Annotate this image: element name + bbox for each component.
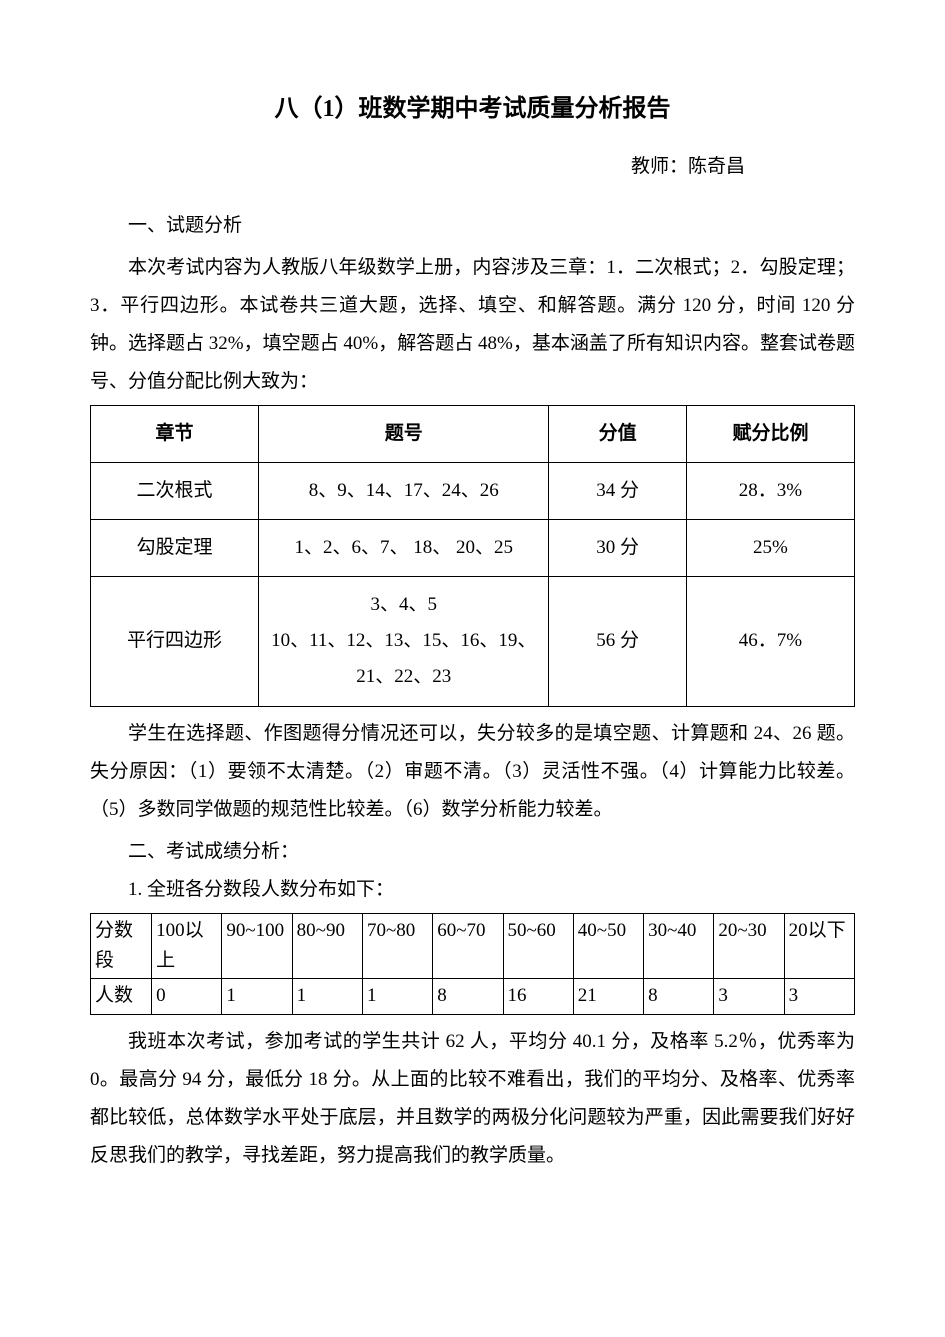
band-cell: 70~80 bbox=[362, 913, 432, 979]
cell-score: 30 分 bbox=[549, 520, 687, 577]
band-cell: 30~40 bbox=[644, 913, 714, 979]
count-cell: 0 bbox=[152, 979, 222, 1014]
cell-ratio: 28．3% bbox=[686, 463, 854, 520]
count-cell: 1 bbox=[362, 979, 432, 1014]
cell-ratio: 25% bbox=[686, 520, 854, 577]
count-cell: 1 bbox=[222, 979, 292, 1014]
cell-qnum: 8、9、14、17、24、26 bbox=[259, 463, 549, 520]
count-cell: 21 bbox=[573, 979, 643, 1014]
header-qnum: 题号 bbox=[259, 406, 549, 463]
page-title: 八（1）班数学期中考试质量分析报告 bbox=[90, 88, 855, 123]
table-header-row: 章节 题号 分值 赋分比例 bbox=[91, 406, 855, 463]
cell-score: 34 分 bbox=[549, 463, 687, 520]
cell-qnum: 3、4、5 10、11、12、13、15、16、19、21、22、23 bbox=[259, 577, 549, 706]
score-distribution-table: 分数段 100以上 90~100 80~90 70~80 60~70 50~60… bbox=[90, 913, 855, 1015]
cell-chapter: 平行四边形 bbox=[91, 577, 259, 706]
count-cell: 16 bbox=[503, 979, 573, 1014]
band-cell: 90~100 bbox=[222, 913, 292, 979]
cell-chapter: 二次根式 bbox=[91, 463, 259, 520]
header-ratio: 赋分比例 bbox=[686, 406, 854, 463]
count-cell: 8 bbox=[433, 979, 503, 1014]
score-row-bands: 分数段 100以上 90~100 80~90 70~80 60~70 50~60… bbox=[91, 913, 855, 979]
band-cell: 20以下 bbox=[784, 913, 854, 979]
band-cell: 60~70 bbox=[433, 913, 503, 979]
chapter-table: 章节 题号 分值 赋分比例 二次根式 8、9、14、17、24、26 34 分 … bbox=[90, 405, 855, 707]
table-row: 勾股定理 1、2、6、7、 18、 20、25 30 分 25% bbox=[91, 520, 855, 577]
band-cell: 40~50 bbox=[573, 913, 643, 979]
count-cell: 8 bbox=[644, 979, 714, 1014]
cell-qnum-line2: 10、11、12、13、15、16、19、21、22、23 bbox=[267, 623, 540, 695]
band-cell: 100以上 bbox=[152, 913, 222, 979]
count-cell: 3 bbox=[714, 979, 784, 1014]
band-cell: 80~90 bbox=[292, 913, 362, 979]
band-cell: 50~60 bbox=[503, 913, 573, 979]
score-row-counts: 人数 0 1 1 1 8 16 21 8 3 3 bbox=[91, 979, 855, 1014]
section-1-heading: 一、试题分析 bbox=[90, 210, 855, 237]
cell-qnum: 1、2、6、7、 18、 20、25 bbox=[259, 520, 549, 577]
cell-qnum-line1: 3、4、5 bbox=[267, 587, 540, 623]
header-chapter: 章节 bbox=[91, 406, 259, 463]
cell-chapter: 勾股定理 bbox=[91, 520, 259, 577]
row-label-counts: 人数 bbox=[91, 979, 152, 1014]
section-2-paragraph: 我班本次考试，参加考试的学生共计 62 人，平均分 40.1 分，及格率 5.2… bbox=[90, 1023, 855, 1175]
section-1-paragraph-2: 学生在选择题、作图题得分情况还可以，失分较多的是填空题、计算题和 24、26 题… bbox=[90, 715, 855, 829]
table-row: 二次根式 8、9、14、17、24、26 34 分 28．3% bbox=[91, 463, 855, 520]
section-2-sub-1: 1. 全班各分数段人数分布如下： bbox=[90, 871, 855, 909]
count-cell: 1 bbox=[292, 979, 362, 1014]
band-cell: 20~30 bbox=[714, 913, 784, 979]
count-cell: 3 bbox=[784, 979, 854, 1014]
section-2-heading: 二、考试成绩分析： bbox=[90, 833, 855, 871]
cell-ratio: 46．7% bbox=[686, 577, 854, 706]
teacher-line: 教师：陈奇昌 bbox=[90, 151, 855, 178]
cell-score: 56 分 bbox=[549, 577, 687, 706]
header-score: 分值 bbox=[549, 406, 687, 463]
table-row: 平行四边形 3、4、5 10、11、12、13、15、16、19、21、22、2… bbox=[91, 577, 855, 706]
row-label-bands: 分数段 bbox=[91, 913, 152, 979]
section-1-paragraph: 本次考试内容为人教版八年级数学上册，内容涉及三章：1．二次根式；2．勾股定理；3… bbox=[90, 249, 855, 401]
